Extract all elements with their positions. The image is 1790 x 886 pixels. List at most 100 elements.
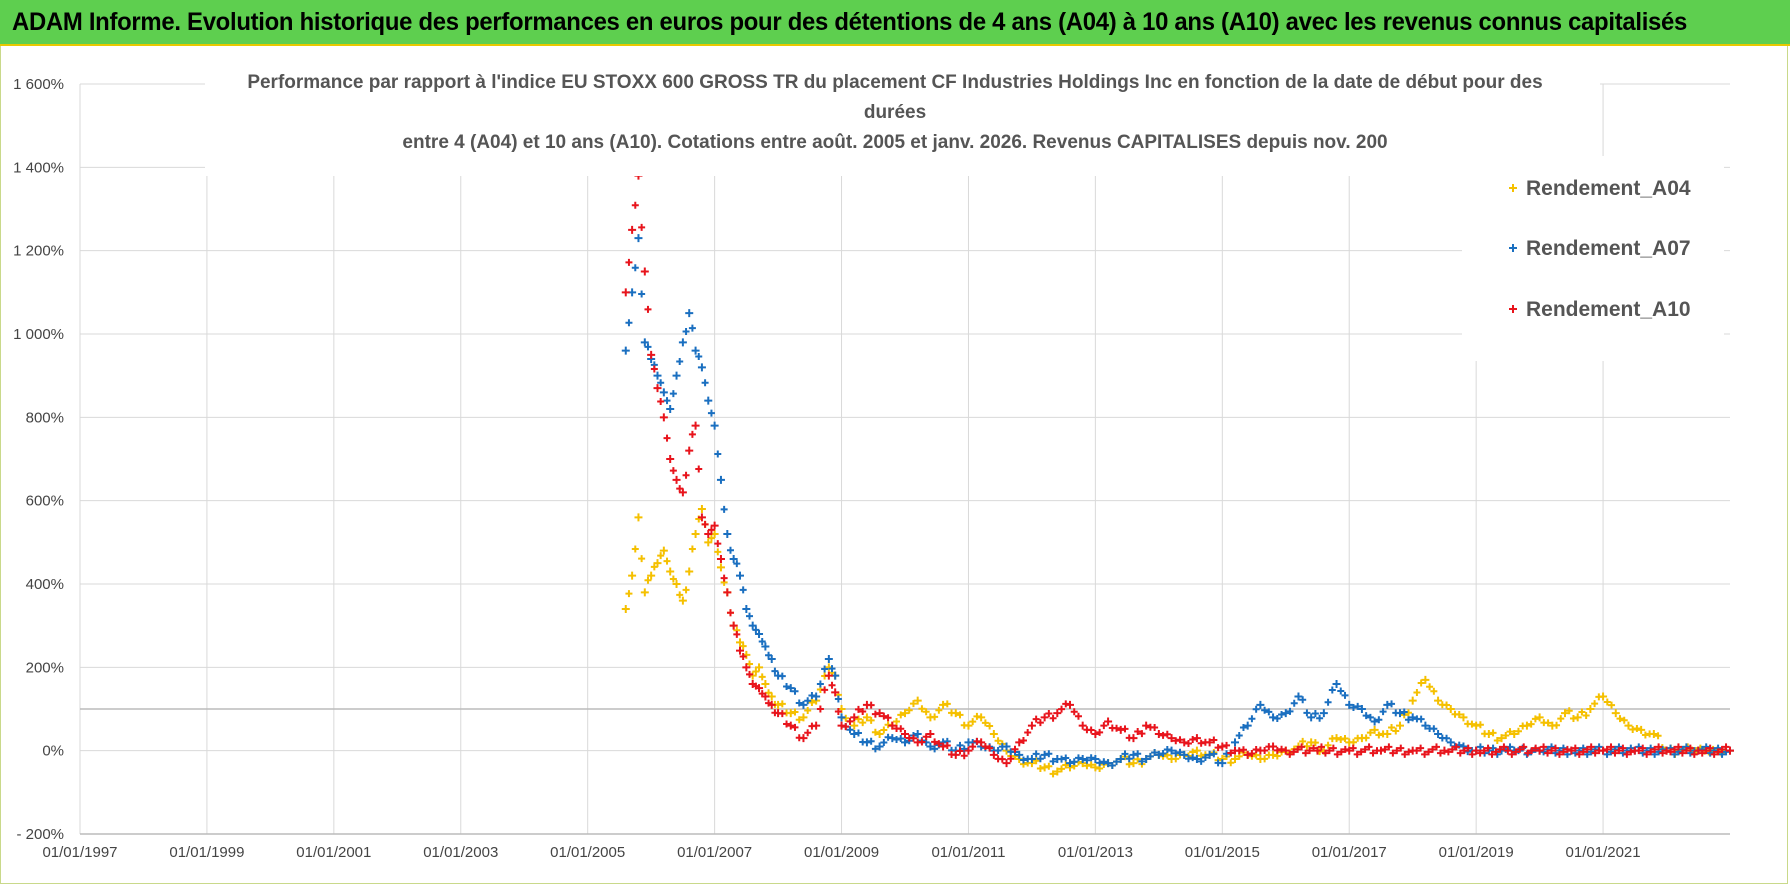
data-point: [964, 746, 973, 755]
data-point: [1299, 737, 1307, 745]
data-point: [1281, 746, 1290, 755]
data-point: [1066, 759, 1074, 768]
data-point: [1599, 746, 1608, 755]
data-point: [1192, 734, 1201, 743]
y-tick-label: 800%: [26, 409, 64, 426]
data-point: [1337, 736, 1345, 744]
data-point: [1408, 713, 1417, 722]
data-point: [850, 721, 859, 730]
data-point: [867, 737, 875, 745]
data-point: [1563, 745, 1571, 753]
data-point: [893, 736, 901, 744]
data-point: [1497, 734, 1506, 743]
data-point: [1151, 748, 1159, 756]
data-point: [1446, 738, 1455, 747]
data-point: [1472, 746, 1481, 755]
data-point: [1565, 707, 1573, 715]
data-point: [761, 642, 770, 651]
data-point: [1341, 745, 1349, 753]
data-point: [1002, 742, 1011, 751]
data-point: [1603, 698, 1611, 706]
data-point: [1726, 746, 1734, 755]
data-point: [1397, 744, 1405, 752]
data-point: [628, 225, 637, 234]
data-point: [726, 609, 734, 617]
data-point: [1686, 744, 1694, 752]
data-point: [1100, 758, 1108, 766]
data-point: [1417, 679, 1425, 687]
data-point: [1176, 736, 1184, 744]
data-point: [816, 705, 824, 713]
data-point: [669, 467, 677, 475]
data-point: [1113, 724, 1121, 732]
data-point: [846, 717, 854, 725]
data-point: [1578, 708, 1586, 716]
data-point: [905, 706, 913, 714]
data-point: [1269, 713, 1278, 722]
data-point: [956, 747, 964, 755]
data-point: [1332, 734, 1341, 743]
data-point: [859, 708, 867, 715]
data-point: [1036, 719, 1044, 727]
data-point: [1151, 723, 1159, 731]
data-point: [758, 638, 766, 645]
data-point: [1341, 691, 1349, 699]
data-point: [1324, 741, 1332, 749]
data-point: [1575, 750, 1583, 758]
data-point: [1024, 728, 1032, 736]
data-point: [1369, 749, 1377, 757]
data-point: [1074, 754, 1082, 762]
legend-label: Rendement_A04: [1526, 177, 1691, 200]
data-point: [1138, 757, 1146, 765]
data-point: [854, 715, 862, 723]
data-point: [1273, 746, 1281, 754]
data-point: [1011, 745, 1019, 753]
data-point: [880, 712, 888, 720]
data-point: [634, 513, 643, 522]
data-point: [1306, 747, 1314, 755]
legend-marker: [1509, 305, 1517, 313]
data-point: [1243, 721, 1252, 730]
data-point: [1452, 743, 1460, 751]
data-point: [1615, 747, 1623, 755]
data-point: [1129, 734, 1138, 743]
data-point: [761, 680, 770, 688]
data-point: [1273, 714, 1281, 722]
data-point: [1078, 755, 1087, 763]
data-point: [1138, 730, 1146, 738]
data-point: [1239, 746, 1247, 754]
data-point: [1690, 750, 1698, 758]
data-point: [884, 714, 892, 722]
data-point: [1281, 709, 1290, 718]
data-point: [1489, 729, 1497, 737]
data-point: [1256, 700, 1265, 709]
data-point: [663, 434, 671, 442]
data-point: [707, 534, 715, 542]
data-point: [640, 267, 649, 276]
data-point: [755, 663, 764, 672]
y-tick-label: 200%: [26, 659, 64, 676]
data-point: [1087, 754, 1095, 762]
data-point: [676, 358, 684, 365]
data-point: [951, 709, 960, 718]
data-point: [1269, 742, 1278, 751]
data-point: [926, 730, 935, 738]
data-point: [666, 567, 675, 576]
data-point: [1002, 759, 1011, 768]
data-point: [812, 692, 821, 701]
data-point: [909, 700, 917, 708]
data-point: [1678, 749, 1686, 757]
data-point: [1662, 746, 1671, 755]
data-point: [1488, 750, 1496, 758]
data-point: [1045, 762, 1053, 770]
data-point: [875, 742, 884, 751]
y-tick-label: - 200%: [16, 826, 64, 843]
data-point: [1496, 745, 1504, 753]
data-point: [638, 290, 646, 298]
data-point: [1286, 707, 1294, 715]
data-point: [1248, 715, 1256, 723]
data-point: [828, 665, 836, 673]
data-point: [786, 709, 795, 718]
data-point: [1430, 687, 1438, 695]
x-tick-label: 01/01/2003: [423, 844, 498, 861]
